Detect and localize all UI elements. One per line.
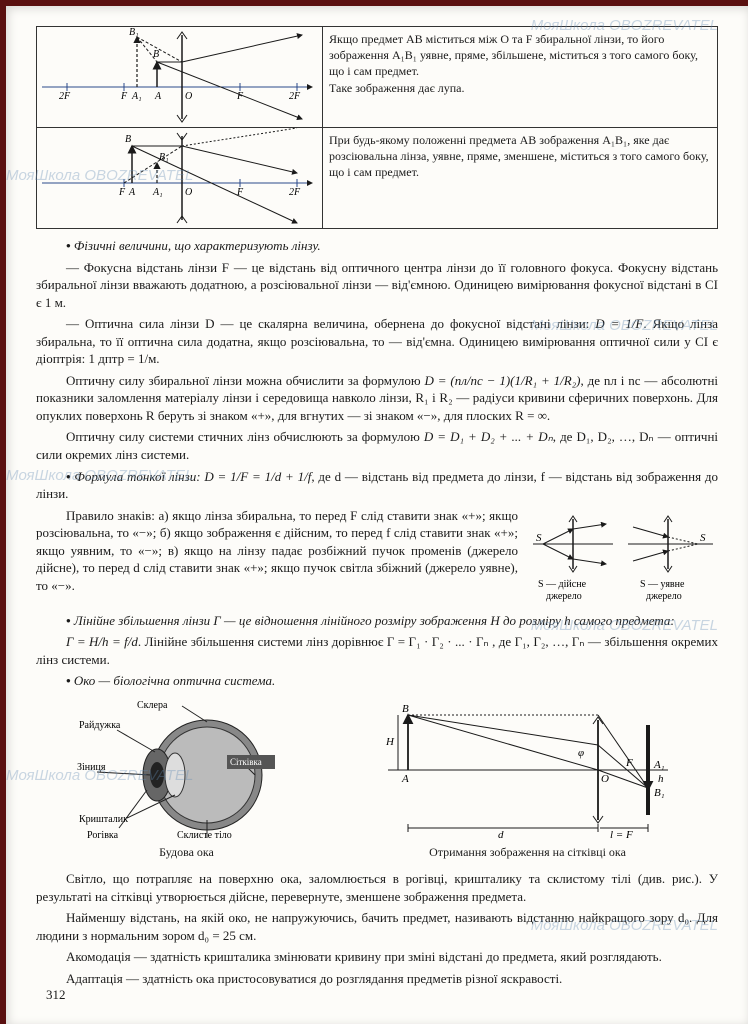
table-row: B B₁ A A₁ O F F 2F 2F Якщо предмет AB мі… — [37, 27, 718, 128]
bullet-eye: Око — біологічна оптична система. — [36, 672, 718, 690]
svg-text:O: O — [185, 187, 192, 198]
formula-lensmaker: D = (nл/nс − 1)(1/R₁ + 1/R₂) — [425, 373, 581, 388]
svg-text:B₁: B₁ — [654, 787, 665, 799]
page: МояШкола OBOZREVATEL МояШкола OBOZREVATE… — [0, 0, 748, 1024]
paragraph-magnification-formula: Г = H/h = f/d. Лінійне збільшення систем… — [36, 633, 718, 668]
svg-text:F: F — [120, 91, 128, 102]
eye-caption: Будова ока — [77, 844, 297, 860]
retina-image-diagram: H d l = F B A O F A₁ B₁ h φ Отримання зо… — [378, 700, 678, 860]
formula-thin-lens: D = 1/F = 1/d + 1/f — [204, 469, 311, 484]
paragraph-adaptation: Адаптація — здатність ока пристосовувати… — [36, 970, 718, 988]
svg-text:φ: φ — [578, 747, 584, 759]
svg-text:O: O — [185, 91, 192, 102]
svg-text:2F: 2F — [289, 91, 301, 102]
paragraph-system-power: Оптичну силу системи стичних лінз обчисл… — [36, 428, 718, 463]
svg-text:F: F — [236, 91, 244, 102]
svg-text:F: F — [236, 187, 244, 198]
svg-text:джерело: джерело — [646, 591, 682, 602]
bullet-label: Формула тонкої лінзи: — [66, 469, 201, 484]
svg-text:O: O — [601, 773, 609, 785]
svg-text:B₁: B₁ — [159, 152, 169, 163]
svg-text:H: H — [385, 736, 395, 748]
svg-text:F: F — [625, 757, 633, 769]
svg-text:S — дійсне: S — дійсне — [538, 579, 587, 590]
svg-text:B: B — [402, 703, 409, 715]
svg-text:Склисте тіло: Склисте тіло — [177, 830, 232, 840]
svg-text:B: B — [125, 134, 131, 145]
svg-text:F: F — [118, 187, 126, 198]
svg-text:джерело: джерело — [546, 591, 582, 602]
svg-text:Зіниця: Зіниця — [77, 762, 106, 773]
text: — Оптична сила лінзи D — це скалярна вел… — [66, 316, 589, 331]
formula-system: D = D₁ + D₂ + ... + Dₙ — [424, 429, 553, 444]
paragraph-accommodation: Акомодація — здатність кришталика змінюв… — [36, 948, 718, 966]
bullet-thin-lens: Формула тонкої лінзи: D = 1/F = 1/d + 1/… — [36, 468, 718, 503]
svg-text:l = F: l = F — [610, 829, 633, 840]
formula-magnification: Г = H/h = f/d — [66, 634, 138, 649]
svg-text:d: d — [498, 829, 504, 840]
text: . Лінійне збільшення системи лінз дорівн… — [36, 634, 718, 667]
svg-text:A₁: A₁ — [653, 759, 665, 771]
svg-text:A₁: A₁ — [131, 91, 142, 102]
svg-text:h: h — [658, 773, 664, 785]
paragraph-lensmaker: Оптичну силу збиральної лінзи можна обчи… — [36, 372, 718, 425]
bullet-magnification: Лінійне збільшення лінзи Г — це відношен… — [36, 612, 718, 630]
svg-text:Сітківка: Сітківка — [230, 757, 262, 767]
row-1-text: Якщо предмет AB міститься між O та F зби… — [323, 27, 718, 128]
svg-text:A: A — [154, 91, 162, 102]
page-number: 312 — [46, 986, 66, 1004]
svg-text:2F: 2F — [59, 91, 71, 102]
lens-diagram-2: B B₁ A F A₁ O F 2F — [37, 128, 323, 229]
svg-text:Склера: Склера — [137, 700, 168, 711]
svg-text:Рогівка: Рогівка — [87, 830, 119, 840]
formula-d-1f: D = 1/F — [595, 316, 643, 331]
lens-diagram-1: B B₁ A A₁ O F F 2F 2F — [37, 27, 323, 128]
optics-table: B B₁ A A₁ O F F 2F 2F Якщо предмет AB мі… — [36, 26, 718, 229]
svg-text:A₁: A₁ — [152, 187, 163, 198]
text: Оптичну силу системи стичних лінз обчисл… — [66, 429, 420, 444]
paragraph-light-refraction: Світло, що потрапляє на поверхню ока, за… — [36, 870, 718, 905]
retina-caption: Отримання зображення на сітківці ока — [378, 844, 678, 860]
svg-text:B: B — [153, 49, 159, 60]
svg-text:B₁: B₁ — [129, 27, 139, 38]
text: Оптичну силу збиральної лінзи можна обчи… — [66, 373, 421, 388]
svg-text:Кришталик: Кришталик — [79, 814, 128, 825]
svg-text:2F: 2F — [289, 187, 301, 198]
svg-text:S — уявне: S — уявне — [640, 579, 685, 590]
svg-text:Райдужка: Райдужка — [79, 720, 121, 731]
row-2-text: При будь-якому положенні предмета AB зоб… — [323, 128, 718, 229]
paragraph-focal-length: — Фокусна відстань лінзи F — це відстань… — [36, 259, 718, 312]
paragraph-best-vision: Найменшу відстань, на якій око, не напру… — [36, 909, 718, 944]
eye-diagrams-row: Склера Райдужка Зіниця Кришталик Рогівка… — [36, 700, 718, 860]
bullet-physical-quantities: Фізичні величини, що характеризують лінз… — [36, 237, 718, 255]
svg-text:A: A — [401, 773, 409, 785]
svg-text:A: A — [128, 187, 136, 198]
source-diagrams: S S S — дійсне джерело S — уявне джерело — [528, 509, 718, 604]
svg-text:S: S — [700, 532, 706, 544]
paragraph-optical-power: — Оптична сила лінзи D — це скалярна вел… — [36, 315, 718, 368]
svg-text:S: S — [536, 532, 542, 544]
eye-diagram: Склера Райдужка Зіниця Кришталик Рогівка… — [77, 700, 297, 860]
table-row: B B₁ A F A₁ O F 2F При будь-якому положе… — [37, 128, 718, 229]
